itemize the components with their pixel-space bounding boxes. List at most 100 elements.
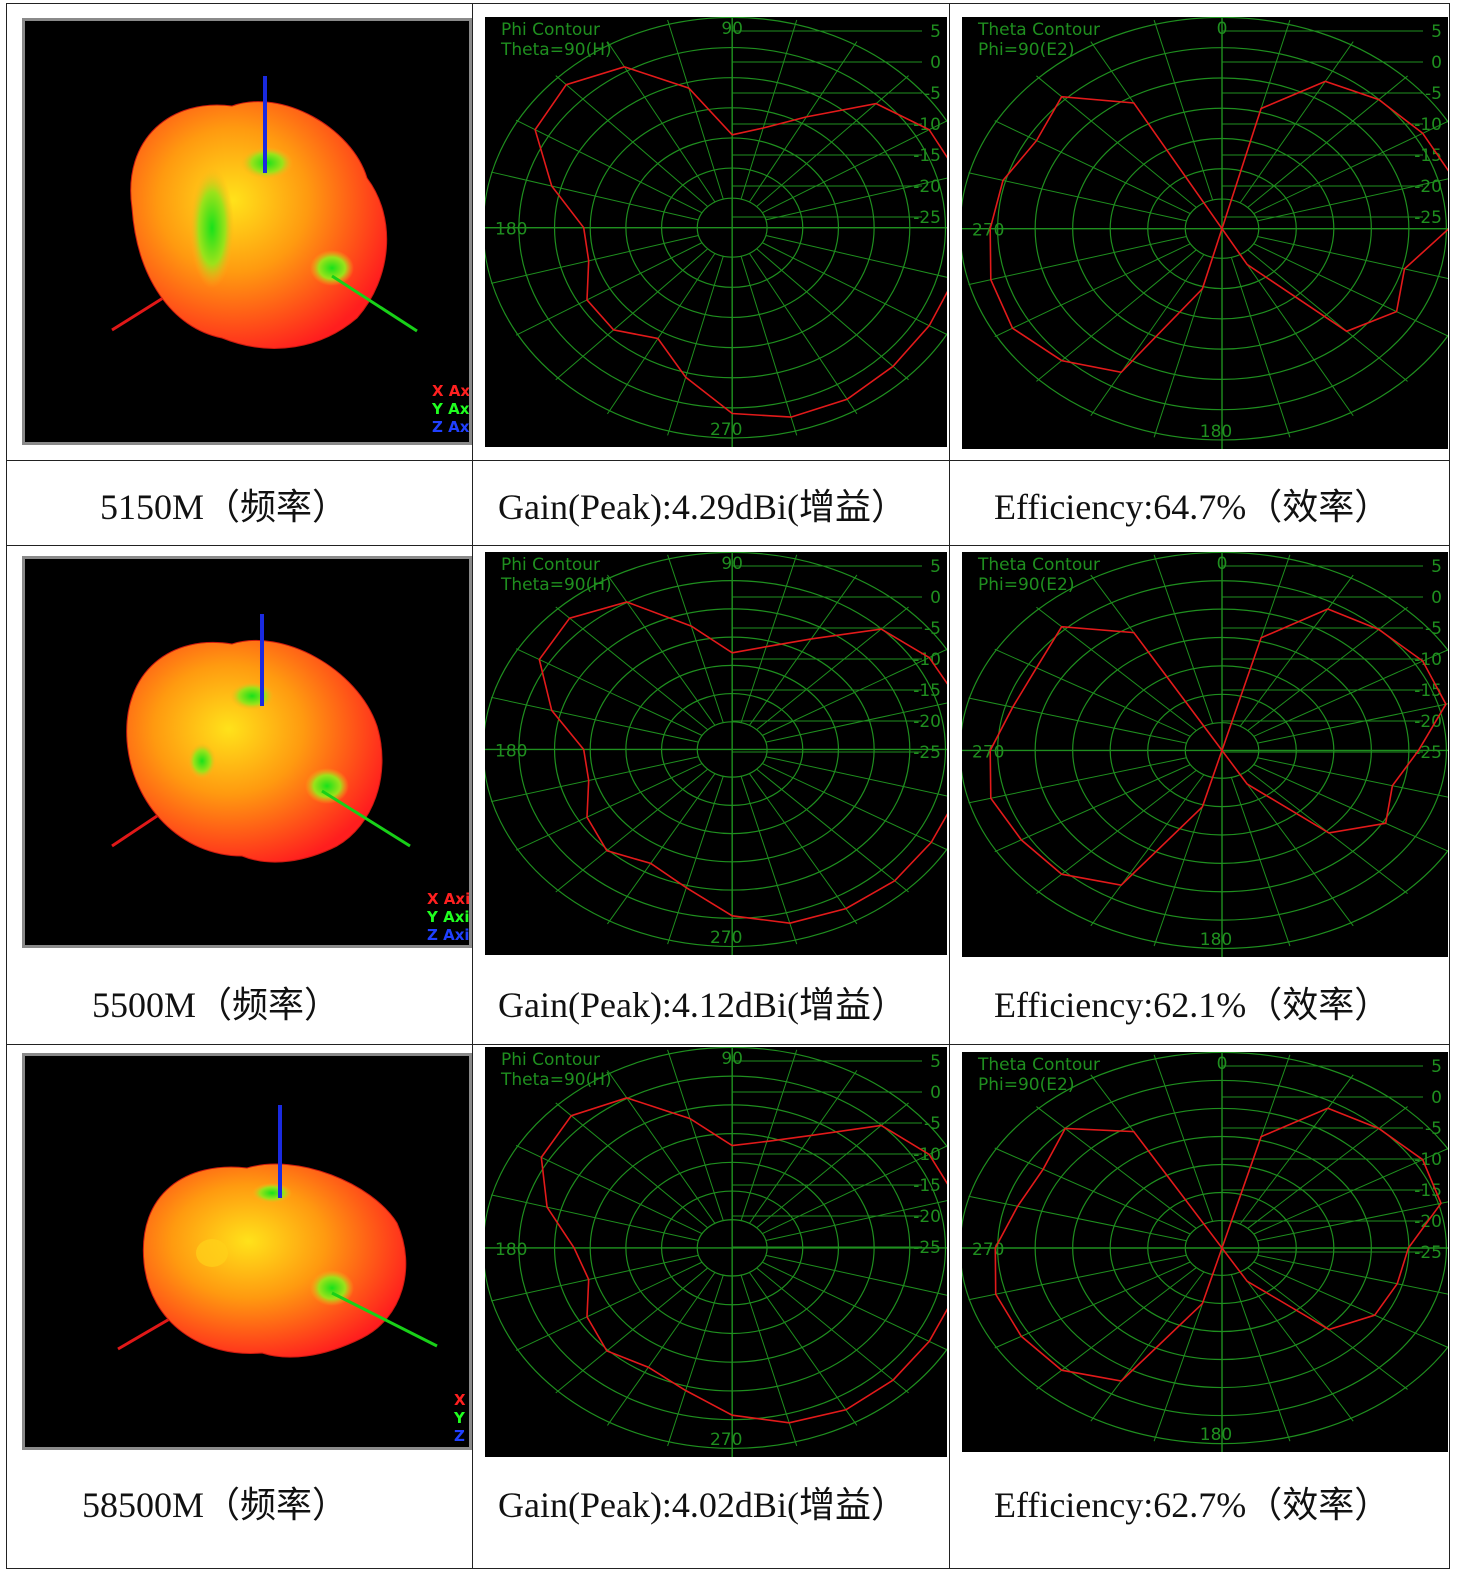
plot-subtitle: Phi=90(E2): [978, 40, 1074, 60]
results-table: [6, 3, 1450, 1569]
angle-label-bottom: 270: [710, 420, 742, 440]
scale-label: 5: [1431, 1057, 1442, 1077]
scale-label: -20: [1414, 177, 1442, 197]
axis-legend-x: X Axis: [427, 890, 472, 908]
scale-label: 0: [930, 53, 941, 73]
angle-label-bottom: 180: [1200, 422, 1232, 442]
scale-label: -10: [913, 1145, 941, 1165]
scale-label: -20: [913, 1207, 941, 1227]
scale-label: -10: [1414, 115, 1442, 135]
scale-label: -10: [913, 650, 941, 670]
scale-label: 5: [930, 557, 941, 577]
row-divider: [7, 460, 1449, 461]
efficiency-label: Efficiency:62.7%（效率）: [994, 1485, 1391, 1525]
pattern-trace: [994, 1107, 1442, 1382]
scale-label: -25: [913, 743, 941, 763]
axis-legend-x: X Axis: [454, 1391, 472, 1409]
scale-label: 0: [1431, 588, 1442, 608]
scale-label: -15: [913, 146, 941, 166]
row-divider: [7, 1044, 1449, 1045]
axis-legend-y: Y Axis: [453, 1409, 472, 1427]
plot-title: Theta Contour: [977, 1055, 1100, 1075]
radiation-3d-pattern: X Axis Y Axis Z Axis: [22, 1053, 472, 1450]
frequency-label: 58500M（频率）: [82, 1485, 349, 1525]
scale-label: -15: [1414, 681, 1442, 701]
plot-subtitle: Theta=90(H): [500, 1070, 612, 1090]
axis-legend-y: Y Axis: [426, 908, 472, 926]
angle-label-left: 180: [495, 1240, 527, 1260]
scale-label: 5: [930, 22, 941, 42]
theta-contour-plot: 5 0 -5 -10 -15 -20 -25 Theta Contour Phi=90(E2) 0…: [962, 552, 1448, 957]
scale-label: -25: [913, 1238, 941, 1258]
angle-label-top: 0: [1217, 554, 1228, 574]
scale-label: -5: [924, 1114, 941, 1134]
scale-label: -25: [1414, 1243, 1442, 1263]
angle-label-top: 0: [1217, 1054, 1228, 1074]
scale-label: -25: [1414, 743, 1442, 763]
axis-legend-x: X Axis: [432, 382, 472, 400]
scale-label: -10: [1414, 1150, 1442, 1170]
scale-label: -20: [913, 712, 941, 732]
plot-subtitle: Theta=90(H): [500, 575, 612, 595]
plot-title: Phi Contour: [501, 555, 600, 575]
row-divider: [7, 545, 1449, 546]
scale-label: -5: [1425, 1119, 1442, 1139]
plot-title: Phi Contour: [501, 1050, 600, 1070]
plot-title: Theta Contour: [977, 20, 1100, 40]
angle-label-top: 90: [721, 554, 743, 574]
y-axis-line: [331, 274, 418, 333]
column-divider: [472, 4, 473, 1568]
phi-contour-plot: 5 0 -5 -10 -15 -20 -25 Phi Contour Theta=90(H) 90…: [485, 17, 947, 447]
scale-label: 5: [1431, 557, 1442, 577]
frequency-label: 5500M（频率）: [92, 985, 341, 1025]
scale-label: -5: [1425, 619, 1442, 639]
phi-contour-plot: 5 0 -5 -10 -15 -20 -25 Phi Contour Theta=90(H) 90…: [485, 1047, 947, 1457]
scale-label: -15: [913, 1176, 941, 1196]
angle-label-bottom: 270: [710, 1430, 742, 1450]
axis-legend-z: Z Axis: [454, 1427, 472, 1445]
angle-label-bottom: 180: [1200, 930, 1232, 950]
scale-label: 5: [930, 1052, 941, 1072]
plot-title: Theta Contour: [977, 555, 1100, 575]
angle-label-bottom: 270: [710, 928, 742, 948]
scale-label: 0: [1431, 53, 1442, 73]
scale-label: -20: [913, 177, 941, 197]
angle-label-left: 270: [972, 742, 1004, 762]
pattern-trace: [534, 65, 947, 418]
theta-contour-plot: 5 0 -5 -10 -15 -20 -25 Theta Contour Phi=90(E2) 0…: [962, 1052, 1448, 1452]
plot-subtitle: Theta=90(H): [500, 40, 612, 60]
radiation-3d-pattern: X Axis Y Axis Z Axis: [22, 18, 472, 445]
column-divider: [949, 4, 950, 1568]
pattern-trace: [989, 608, 1447, 886]
angle-label-bottom: 180: [1200, 1425, 1232, 1445]
gain-label: Gain(Peak):4.12dBi(增益）: [498, 985, 907, 1025]
radiation-3d-pattern: X Axis Y Axis Z Axis: [22, 556, 472, 948]
pattern-trace: [538, 601, 947, 925]
plot-subtitle: Phi=90(E2): [978, 575, 1074, 595]
axis-legend-z: Z Axis: [427, 926, 472, 944]
angle-label-left: 180: [495, 220, 527, 240]
pattern-trace: [540, 1097, 947, 1424]
scale-label: -5: [924, 84, 941, 104]
scale-label: 0: [1431, 1088, 1442, 1108]
gain-label: Gain(Peak):4.29dBi(增益）: [498, 487, 907, 527]
frequency-label: 5150M（频率）: [100, 487, 349, 527]
scale-label: -10: [913, 115, 941, 135]
angle-label-left: 270: [972, 221, 1004, 241]
angle-label-top: 90: [721, 19, 743, 39]
scale-label: -15: [913, 681, 941, 701]
scale-label: -5: [924, 619, 941, 639]
scale-label: -25: [1414, 208, 1442, 228]
plot-title: Phi Contour: [501, 20, 600, 40]
plot-subtitle: Phi=90(E2): [978, 1075, 1074, 1095]
scale-label: 5: [1431, 22, 1442, 42]
axis-legend-y: Y Axis: [431, 400, 472, 418]
pattern-trace: [989, 80, 1448, 374]
scale-label: -20: [1414, 712, 1442, 732]
efficiency-label: Efficiency:64.7%（效率）: [994, 487, 1391, 527]
scale-label: -5: [1425, 84, 1442, 104]
axis-legend-z: Z Axis: [432, 418, 472, 436]
phi-contour-plot: 5 0 -5 -10 -15 -20 -25 Phi Contour Theta=90(H) 90…: [485, 552, 947, 955]
scale-label: 0: [930, 588, 941, 608]
scale-label: 0: [930, 1083, 941, 1103]
